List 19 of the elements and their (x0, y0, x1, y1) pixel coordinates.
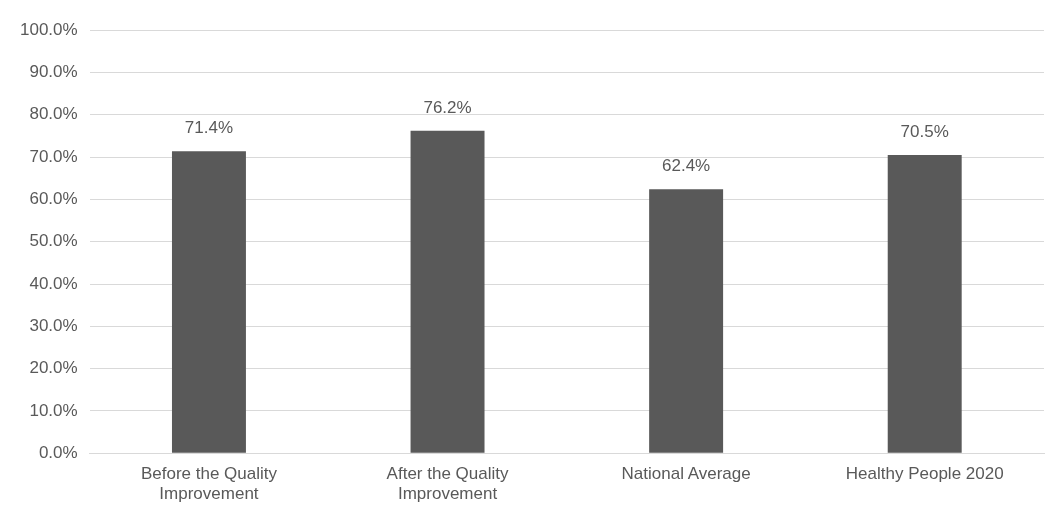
data-label: 70.5% (900, 122, 949, 142)
data-label: 76.2% (423, 98, 472, 118)
y-tick-label: 30.0% (29, 315, 78, 335)
x-tick-label: Healthy People 2020 (845, 464, 1004, 484)
x-tick-label: After the Quality Improvement (386, 464, 509, 504)
y-tick-label: 80.0% (29, 104, 78, 124)
y-tick-label: 0.0% (38, 442, 78, 462)
x-tick-label: National Average (621, 464, 751, 484)
y-tick-label: 90.0% (29, 62, 78, 82)
y-tick-label: 70.0% (29, 146, 78, 166)
y-tick-label: 100.0% (19, 19, 78, 39)
data-label: 71.4% (184, 118, 234, 138)
y-tick-label: 40.0% (29, 273, 78, 293)
y-tick-label: 50.0% (29, 231, 78, 251)
data-label: 62.4% (662, 156, 711, 176)
y-tick-label: 20.0% (29, 358, 78, 378)
y-tick-label: 60.0% (29, 189, 78, 209)
x-tick-label: Before the Quality Improvement (140, 464, 278, 504)
y-tick-label: 10.0% (29, 400, 78, 420)
